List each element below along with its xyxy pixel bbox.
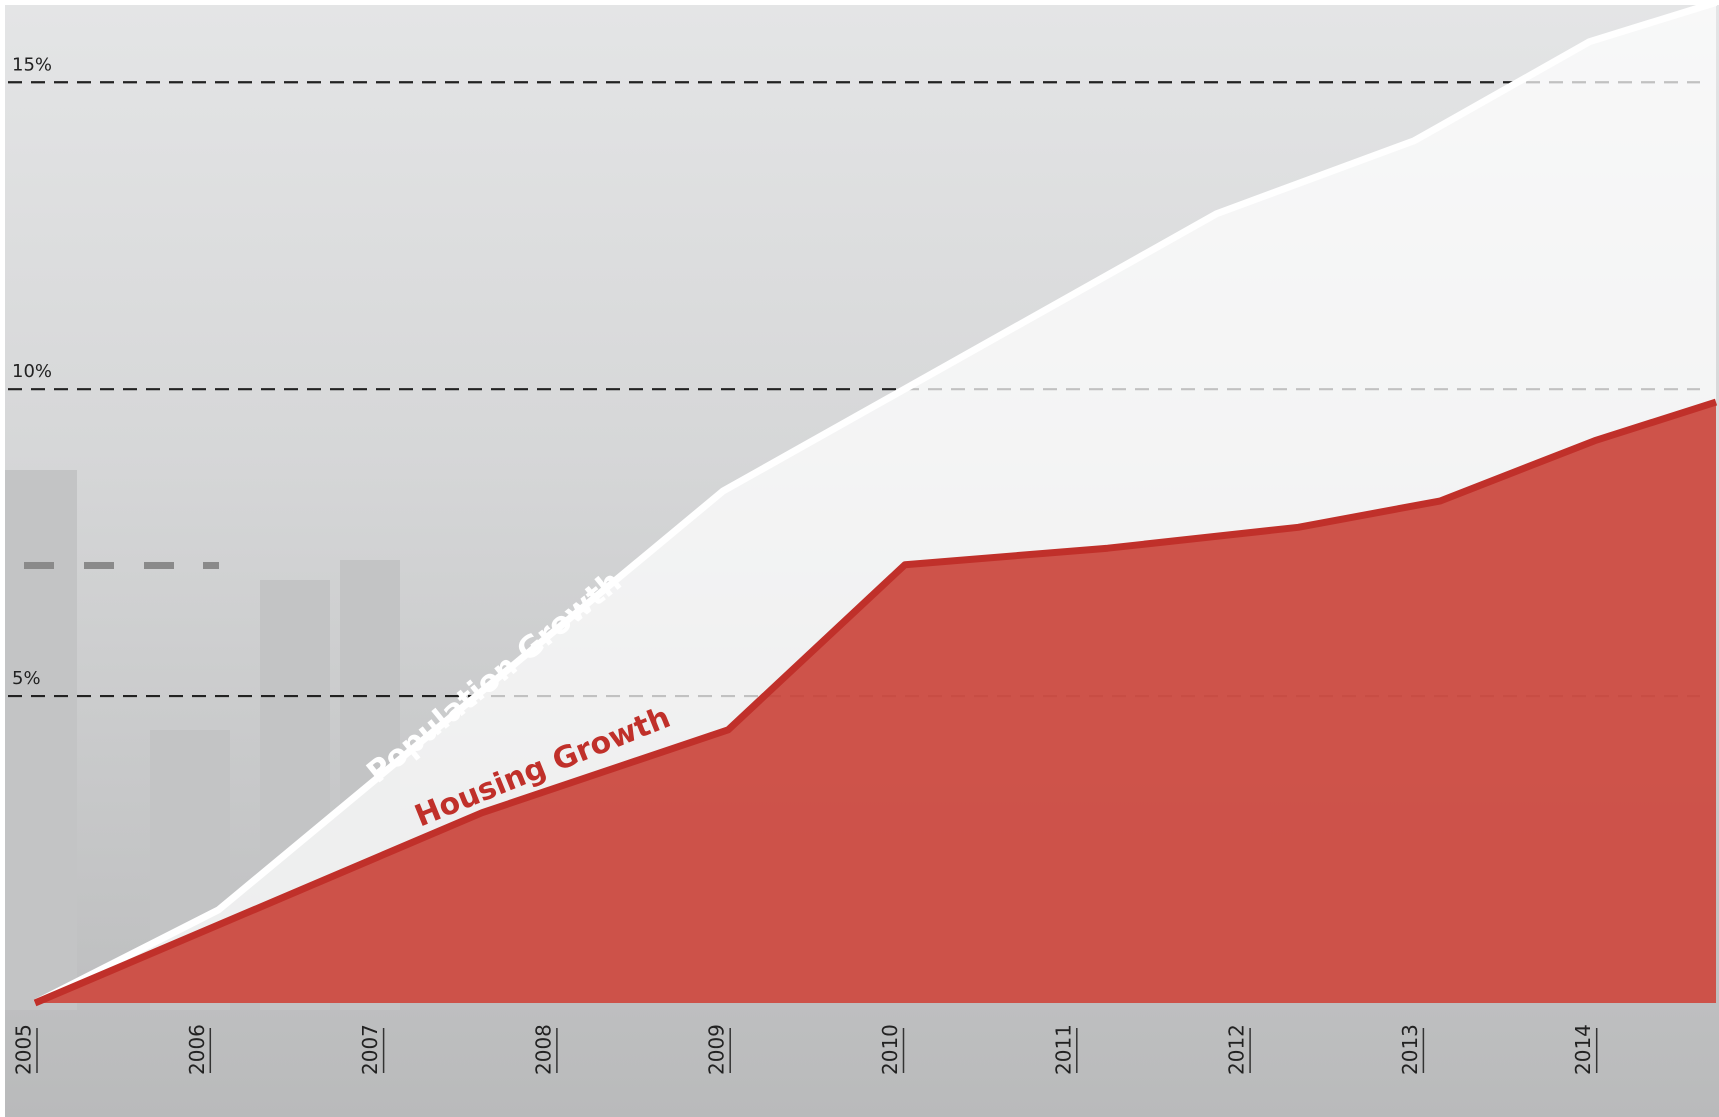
y-tick-label: 10% [12,361,52,382]
x-tick-label: 2008 [531,1024,555,1075]
y-tick-label: 15% [12,54,52,75]
x-tick-label: 2010 [878,1024,902,1075]
y-tick-label: 5% [12,668,41,689]
x-tick-label: 2014 [1571,1024,1595,1075]
x-tick-label: 2005 [12,1024,36,1075]
chart: 5% 10% 15% 2005 2006 2007 2008 2009 2010 2011 2012… [0,0,1719,1117]
x-tick-label: 2009 [705,1024,729,1075]
x-tick-label: 2011 [1051,1024,1075,1075]
x-tick-label: 2012 [1225,1024,1249,1075]
x-tick-label: 2006 [185,1024,209,1075]
x-tick-label: 2007 [358,1024,382,1075]
x-tick-label: 2013 [1398,1024,1422,1075]
